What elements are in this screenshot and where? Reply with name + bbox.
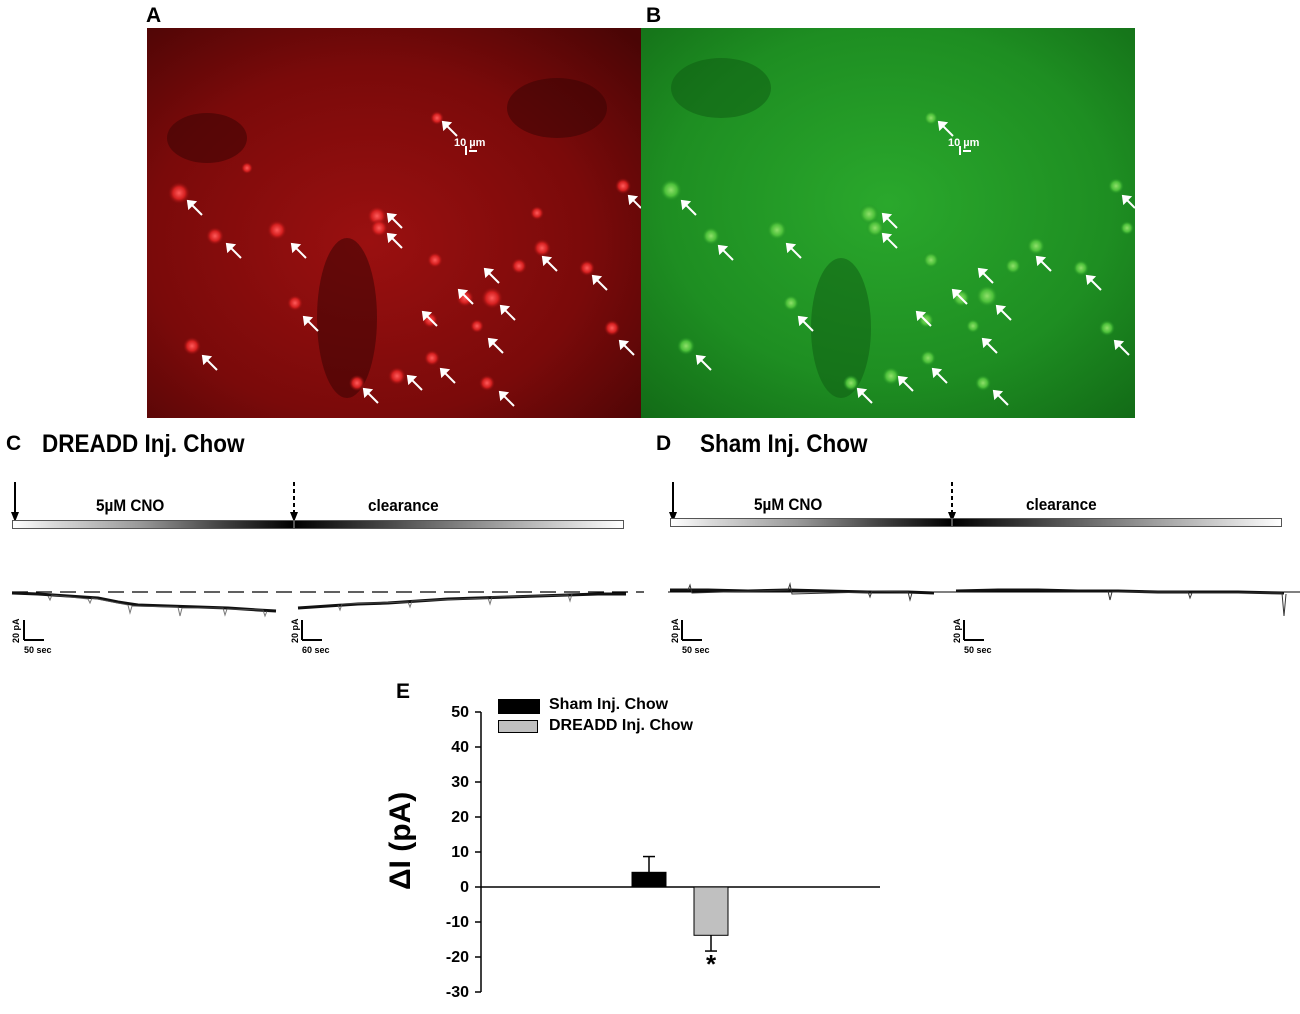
- clearance-label-c: clearance: [368, 496, 439, 515]
- legend-swatch-dreadd: [498, 720, 538, 733]
- bar-chart: 50 40 30 20 10 0 -10 -20 -30 *: [446, 704, 880, 1001]
- scale-bar-d-2: [963, 620, 984, 641]
- current-trace-d: [668, 582, 1300, 617]
- clearance-gradient-bar-c: [294, 520, 624, 529]
- scale-current-d-1: 20 pA: [670, 618, 680, 643]
- arrows-red: [186, 120, 641, 407]
- y-tick-label: 20: [451, 809, 469, 826]
- micrograph-red: 10 µm: [147, 28, 641, 418]
- bar-dreadd: [693, 886, 729, 936]
- panel-letter-b: B: [646, 4, 662, 27]
- trace-c-noise-2: [337, 593, 573, 612]
- y-tick-label: 40: [451, 739, 469, 756]
- scale-time-d-2: 50 sec: [964, 645, 992, 655]
- panel-letter-e: E: [396, 680, 411, 703]
- clearance-start-arrow-d: [948, 482, 956, 522]
- y-tick-label: 0: [460, 879, 469, 896]
- scale-bar-c-1: [23, 620, 44, 641]
- cno-label-d: 5µM CNO: [754, 495, 823, 514]
- significance-marker: *: [706, 949, 717, 979]
- scale-time-c-2: 60 sec: [302, 645, 330, 655]
- scale-bar-label-b: 10 µm: [948, 137, 980, 149]
- current-trace-c: [11, 591, 644, 618]
- panel-letter-c: C: [6, 432, 22, 455]
- panel-letter-d: D: [656, 432, 672, 455]
- trace-d-noise-1: [687, 582, 913, 602]
- y-tick-label: 30: [451, 774, 469, 791]
- scale-time-d-1: 50 sec: [682, 645, 710, 655]
- bar-sham: [631, 871, 667, 888]
- y-tick-label: -20: [446, 949, 469, 966]
- y-tick-label: -10: [446, 914, 469, 931]
- cno-start-arrow-c: [11, 482, 19, 522]
- scale-current-d-2: 20 pA: [952, 618, 962, 643]
- micrograph-red-image: [147, 28, 641, 418]
- scale-bar-c-2: [301, 620, 322, 641]
- cno-start-arrow-d: [669, 482, 677, 522]
- panel-title-c: DREADD Inj. Chow: [42, 430, 245, 458]
- trace-d-segment-2: [955, 588, 1285, 595]
- y-tick-label: -30: [446, 984, 469, 1001]
- panel-title-d: Sham Inj. Chow: [700, 430, 868, 458]
- cno-gradient-bar-c: [12, 520, 294, 529]
- clearance-gradient-bar-d: [952, 518, 1282, 527]
- arrows-green: [680, 120, 1135, 406]
- y-tick-label: 50: [451, 704, 469, 721]
- y-axis-label: ΔI (pA): [384, 791, 417, 890]
- micrograph-green: 10 µm: [641, 28, 1135, 418]
- micrograph-green-image: [641, 28, 1135, 418]
- y-tick-label: 10: [451, 844, 469, 861]
- trace-c-segment-2: [297, 592, 626, 610]
- panel-letter-a: A: [146, 4, 162, 27]
- scale-bar-d-1: [681, 620, 702, 641]
- scale-current-c-1: 20 pA: [11, 618, 21, 643]
- cno-label-c: 5µM CNO: [96, 496, 165, 515]
- scale-time-c-1: 50 sec: [24, 645, 52, 655]
- trace-c-noise-1: [47, 594, 268, 618]
- cno-gradient-bar-d: [670, 518, 952, 527]
- scale-bar-label-a: 10 µm: [454, 137, 486, 149]
- legend-swatch-sham: [498, 699, 540, 714]
- legend-label-sham: Sham Inj. Chow: [549, 696, 669, 713]
- clearance-start-arrow-c: [290, 482, 298, 522]
- clearance-label-d: clearance: [1026, 495, 1097, 514]
- legend-label-dreadd: DREADD Inj. Chow: [549, 717, 693, 734]
- scale-current-c-2: 20 pA: [290, 618, 300, 643]
- trace-d-noise-2: [1107, 590, 1287, 617]
